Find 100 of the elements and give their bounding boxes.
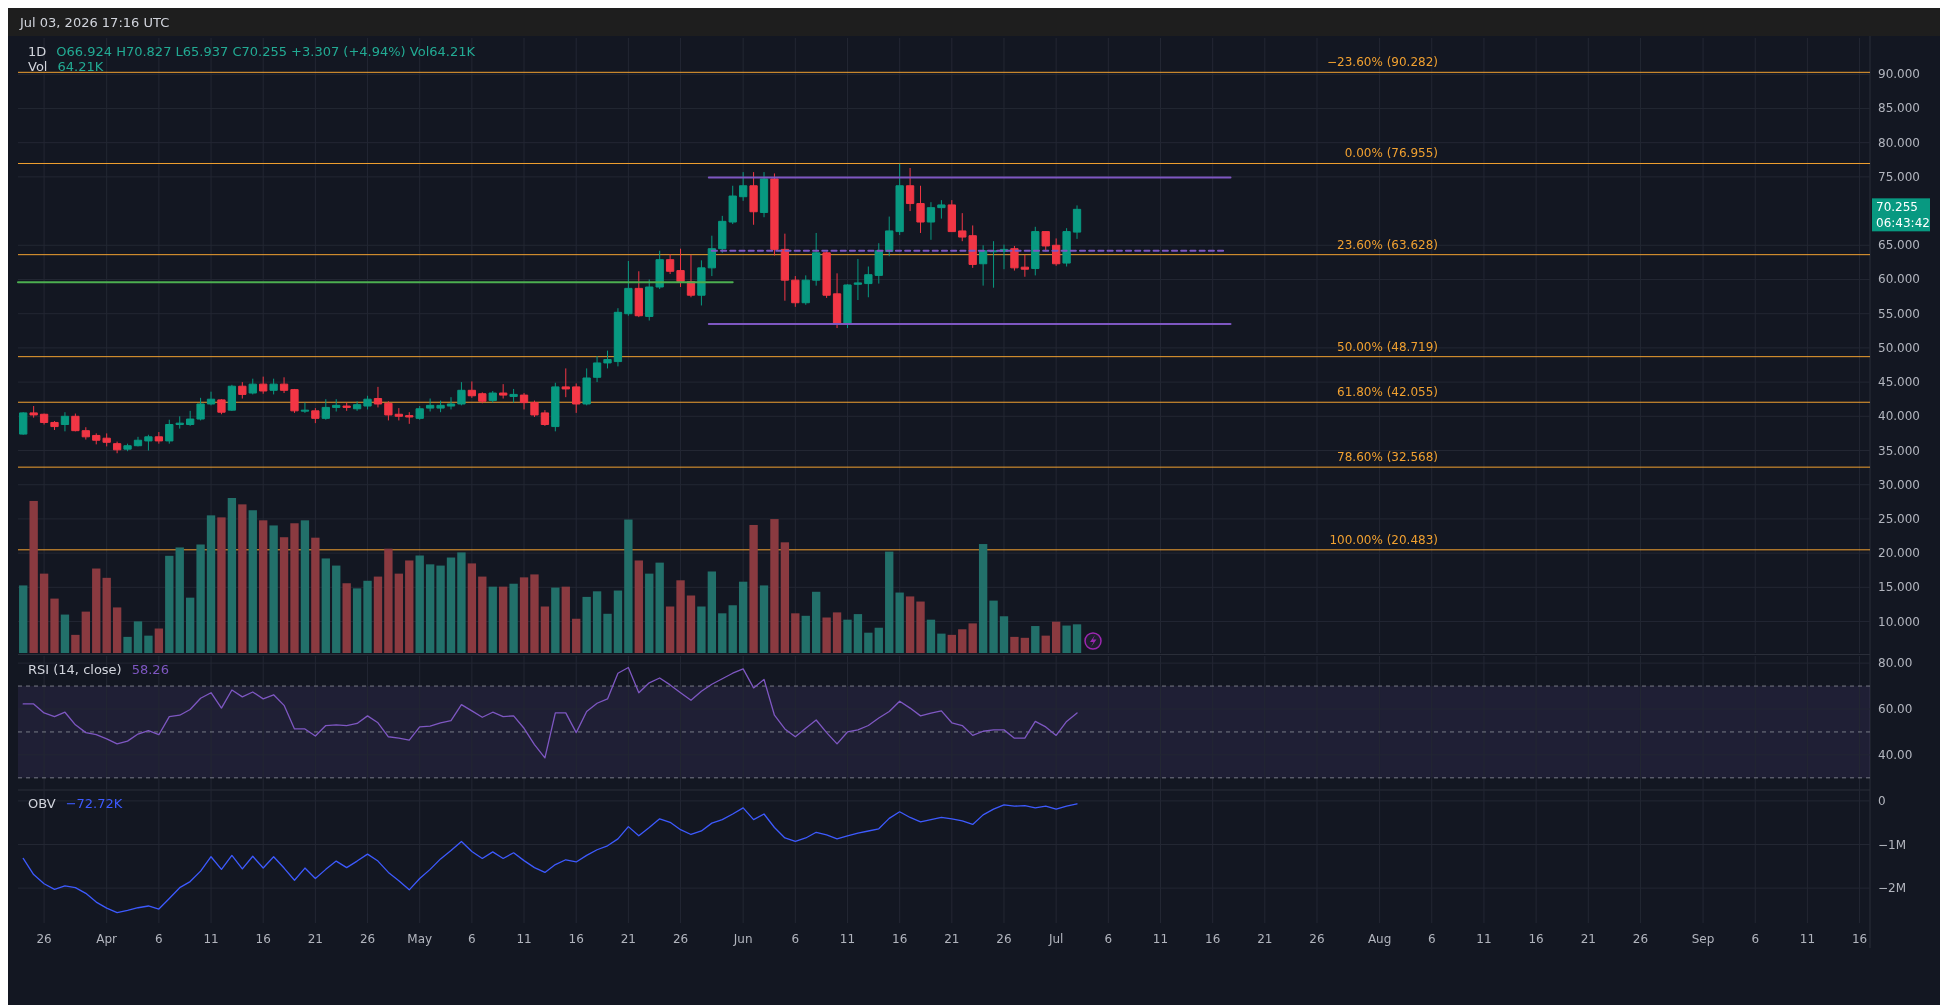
candlestick (488, 390, 497, 404)
candlestick (499, 383, 508, 400)
x-tick-label: 6 (468, 932, 476, 946)
bar (665, 606, 675, 653)
bar (791, 613, 800, 653)
bar (697, 606, 706, 653)
y-tick-label: 80.00 (1878, 656, 1913, 671)
bar (968, 623, 977, 653)
bar (102, 577, 111, 653)
bar (989, 600, 998, 653)
text: OBV (28, 796, 56, 811)
candlestick (916, 185, 925, 234)
candlestick (905, 167, 915, 212)
bar (112, 607, 122, 653)
candlestick (279, 376, 289, 394)
bar (81, 611, 90, 653)
x-tick-label: 26 (1632, 932, 1649, 946)
candlestick (478, 391, 487, 404)
bar (321, 558, 330, 653)
candlestick (196, 397, 205, 421)
candlestick (112, 441, 122, 454)
bar (853, 614, 863, 653)
candlestick (853, 258, 863, 301)
y-tick-label: 60.000 (1878, 272, 1920, 287)
bar (311, 537, 320, 653)
bar (373, 576, 383, 653)
bar (499, 586, 508, 653)
text: 70.255 (1876, 200, 1918, 215)
bar (926, 619, 936, 653)
candlestick (665, 253, 675, 275)
bar (1041, 635, 1050, 653)
candlestick (582, 367, 591, 406)
candlestick (1062, 227, 1071, 267)
x-tick-label: 6 (791, 932, 800, 946)
candlestick (613, 307, 623, 367)
bar (342, 583, 351, 653)
bar (603, 613, 612, 653)
x-tick-label: Apr (96, 932, 118, 946)
candlestick (71, 413, 80, 432)
bar (425, 564, 435, 653)
y-tick-label: 40.00 (1878, 747, 1913, 762)
bar (384, 548, 393, 653)
candlestick (812, 232, 821, 287)
bar (488, 586, 497, 653)
x-tick-label: 6 (1427, 932, 1436, 946)
bar (530, 574, 539, 653)
candlestick (342, 402, 351, 412)
candlestick (551, 382, 560, 432)
text: O66.924 H70.827 L65.937 C70.255 +3.307 (+4.94%) Vol64.21K (56, 44, 476, 59)
bar (133, 621, 143, 653)
candlestick (436, 400, 445, 413)
candlestick (749, 171, 758, 226)
bar (655, 562, 664, 653)
x-tick-label: 16 (1205, 932, 1221, 946)
bar (1020, 637, 1030, 653)
bar (978, 544, 988, 653)
text: 06:43:42 (1876, 216, 1930, 231)
bar (613, 590, 623, 653)
bar (895, 592, 904, 653)
bar (551, 587, 560, 653)
chart-title: Vol (28, 59, 48, 74)
candlestick (259, 376, 268, 395)
bar (905, 596, 915, 653)
candlestick (937, 199, 946, 220)
bar (509, 583, 518, 653)
bar (832, 612, 842, 653)
x-tick-label: Jun (732, 932, 753, 946)
bar (572, 618, 581, 653)
x-tick-label: 11 (516, 932, 532, 946)
bar (50, 598, 59, 653)
x-tick-label: 16 (892, 932, 908, 946)
bar (457, 552, 466, 653)
bar (937, 633, 946, 653)
x-tick-label: 11 (203, 932, 219, 946)
annotation: 58.26 (131, 662, 169, 677)
candlestick (634, 270, 643, 318)
bar (1031, 626, 1040, 653)
x-tick-label: 6 (1104, 932, 1113, 946)
candlestick (1020, 254, 1030, 278)
candlestick (572, 382, 581, 414)
bar (394, 573, 404, 653)
bar (92, 568, 101, 653)
bar (759, 585, 769, 653)
candlestick (457, 381, 466, 406)
bar (175, 547, 184, 653)
x-tick-label: 6 (155, 932, 163, 946)
y-tick-label: 25.000 (1878, 511, 1920, 526)
candlestick (311, 407, 320, 424)
bar (864, 632, 873, 653)
x-tick-label: 6 (1751, 932, 1760, 946)
bar (749, 524, 758, 653)
bar (582, 596, 591, 653)
ref-line-label: −23.60% (90.282) (1327, 55, 1438, 70)
x-tick-label: 21 (307, 932, 323, 946)
y-tick-label: 30.000 (1878, 477, 1920, 492)
text: RSI (14, close) (28, 662, 122, 677)
candlestick (791, 275, 800, 308)
candlestick (384, 400, 393, 421)
candlestick (29, 405, 38, 419)
candlestick (467, 380, 477, 399)
